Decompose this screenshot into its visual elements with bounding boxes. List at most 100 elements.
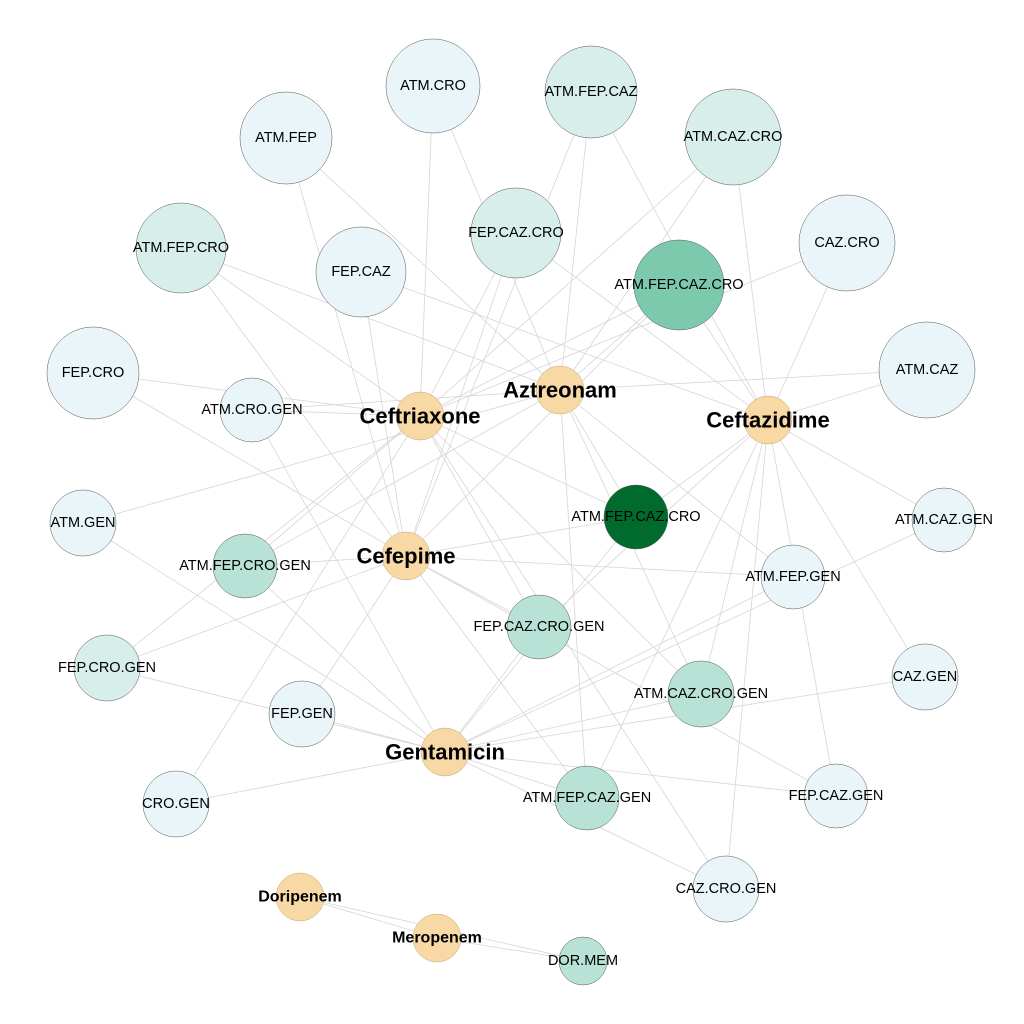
edge-atm-fep-caz-cro-b-cefepime: [405, 516, 637, 557]
node-circle-atm-fep: [239, 91, 333, 185]
node-atm-fep-cro-gen: ATM.FEP.CRO.GEN: [179, 533, 311, 599]
node-circle-atm-fep-cro: [135, 202, 227, 294]
node-circle-doripenem: [275, 872, 325, 922]
node-aztreonam: Aztreonam: [503, 365, 617, 415]
node-meropenem: Meropenem: [392, 913, 482, 963]
node-label-atm-cro: ATM.CRO: [400, 78, 466, 94]
edge-atm-fep-cro-aztreonam: [180, 247, 561, 391]
edge-atm-caz-cro-gen-ceftriaxone: [419, 415, 702, 695]
node-circle-caz-cro-gen: [692, 855, 760, 923]
node-circle-atm-caz-cro: [684, 88, 782, 186]
node-fep-caz-cro-gen: FEP.CAZ.CRO.GEN: [473, 594, 605, 660]
node-circle-atm-fep-cro-gen: [212, 533, 278, 599]
edge-atm-fep-cro-cefepime: [180, 247, 407, 557]
edge-atm-caz-gen-ceftazidime: [767, 419, 945, 521]
edge-fep-caz-cro-ceftazidime: [515, 232, 769, 421]
node-circle-cefepime: [381, 531, 431, 581]
node-fep-cro-gen: FEP.CRO.GEN: [58, 634, 156, 702]
node-circle-atm-fep-caz-gen: [554, 765, 620, 831]
node-circle-fep-caz-cro-gen: [506, 594, 572, 660]
node-label-atm-fep-caz-cro-a: ATM.FEP.CAZ.CRO: [614, 277, 743, 293]
node-label-meropenem: Meropenem: [392, 930, 482, 947]
edge-atm-fep-caz-cro-a-cefepime: [405, 284, 680, 557]
edge-atm-fep-caz-cefepime: [405, 91, 592, 557]
node-circle-dor-mem: [558, 936, 608, 986]
edge-atm-caz-aztreonam: [559, 369, 928, 391]
node-circle-fep-cro: [46, 326, 140, 420]
edge-atm-fep-caz-gen-cefepime: [405, 555, 588, 799]
node-label-atm-caz: ATM.CAZ: [896, 362, 959, 378]
node-circle-atm-fep-caz-cro-a: [633, 239, 725, 331]
node-ceftriaxone: Ceftriaxone: [359, 391, 481, 441]
node-label-fep-caz-cro: FEP.CAZ.CRO: [468, 225, 564, 241]
node-atm-fep-gen: ATM.FEP.GEN: [745, 544, 841, 610]
edge-atm-fep-cro-gen-aztreonam: [244, 389, 561, 567]
node-fep-caz: FEP.CAZ: [315, 226, 407, 318]
edge-cro-gen-gentamicin: [175, 751, 446, 805]
edge-atm-cro-ceftriaxone: [419, 85, 434, 417]
edge-dor-mem-meropenem: [436, 937, 584, 962]
node-label-ceftriaxone: Ceftriaxone: [359, 404, 480, 429]
node-caz-cro: CAZ.CRO: [798, 194, 896, 292]
node-label-dor-mem: DOR.MEM: [548, 953, 618, 969]
edge-atm-fep-caz-gen-aztreonam: [559, 389, 588, 799]
node-label-fep-gen: FEP.GEN: [271, 706, 333, 722]
node-atm-caz-cro-gen: ATM.CAZ.CRO.GEN: [634, 660, 768, 728]
node-label-atm-fep-gen: ATM.FEP.GEN: [745, 569, 840, 585]
node-label-fep-cro: FEP.CRO: [62, 365, 125, 381]
node-label-caz-cro-gen: CAZ.CRO.GEN: [676, 881, 777, 897]
edge-atm-fep-cro-gen-gentamicin: [244, 565, 446, 753]
node-label-fep-caz-cro-gen: FEP.CAZ.CRO.GEN: [473, 619, 604, 635]
node-label-atm-caz-gen: ATM.CAZ.GEN: [895, 512, 993, 528]
edge-caz-gen-ceftazidime: [767, 419, 926, 678]
edge-atm-gen-gentamicin: [82, 522, 446, 753]
node-circle-fep-caz-cro: [470, 187, 562, 279]
node-cro-gen: CRO.GEN: [142, 770, 210, 838]
node-atm-cro: ATM.CRO: [385, 38, 481, 134]
node-label-atm-fep-cro-gen: ATM.FEP.CRO.GEN: [179, 558, 311, 574]
node-circle-atm-gen: [49, 489, 117, 557]
node-label-atm-cro-gen: ATM.CRO.GEN: [201, 402, 302, 418]
node-ceftazidime: Ceftazidime: [706, 395, 830, 445]
node-circle-atm-caz-gen: [911, 487, 977, 553]
edge-atm-fep-cro-gen-ceftriaxone: [244, 415, 421, 567]
edge-atm-fep-gen-cefepime: [405, 555, 794, 578]
edge-atm-fep-caz-aztreonam: [559, 91, 592, 391]
node-atm-fep-caz: ATM.FEP.CAZ: [545, 45, 638, 139]
edge-atm-caz-cro-gen-ceftazidime: [700, 419, 769, 695]
node-circle-atm-cro: [385, 38, 481, 134]
node-label-atm-fep-caz-gen: ATM.FEP.CAZ.GEN: [523, 790, 651, 806]
edge-atm-fep-cro-ceftriaxone: [180, 247, 421, 417]
node-atm-caz-cro: ATM.CAZ.CRO: [684, 88, 783, 186]
node-label-doripenem: Doripenem: [258, 889, 342, 906]
node-label-caz-cro: CAZ.CRO: [814, 235, 879, 251]
node-atm-caz-gen: ATM.CAZ.GEN: [895, 487, 993, 553]
node-circle-fep-caz: [315, 226, 407, 318]
node-caz-cro-gen: CAZ.CRO.GEN: [676, 855, 777, 923]
edge-fep-caz-gen-cefepime: [405, 555, 837, 797]
node-label-atm-fep-caz: ATM.FEP.CAZ: [545, 84, 638, 100]
node-label-cro-gen: CRO.GEN: [142, 796, 210, 812]
edge-atm-fep-caz-cro-b-ceftriaxone: [419, 415, 637, 518]
edge-atm-caz-gen-gentamicin: [444, 519, 945, 753]
node-atm-caz: ATM.CAZ: [878, 321, 976, 419]
node-circle-caz-cro: [798, 194, 896, 292]
edge-atm-fep-gen-aztreonam: [559, 389, 794, 578]
edge-atm-fep-cefepime: [285, 137, 407, 557]
node-atm-fep-caz-cro-a: ATM.FEP.CAZ.CRO: [614, 239, 744, 331]
node-fep-caz-gen: FEP.CAZ.GEN: [789, 763, 884, 829]
node-atm-gen: ATM.GEN: [49, 489, 117, 557]
node-fep-cro: FEP.CRO: [46, 326, 140, 420]
node-label-caz-gen: CAZ.GEN: [893, 669, 957, 685]
node-circle-fep-caz-gen: [803, 763, 869, 829]
node-label-atm-caz-cro: ATM.CAZ.CRO: [684, 129, 783, 145]
node-doripenem: Doripenem: [258, 872, 342, 922]
node-label-fep-caz-gen: FEP.CAZ.GEN: [789, 788, 884, 804]
node-circle-caz-gen: [891, 643, 959, 711]
node-atm-cro-gen: ATM.CRO.GEN: [201, 377, 303, 443]
node-atm-fep-caz-cro-b: ATM.FEP.CAZ.CRO: [571, 484, 701, 550]
node-atm-fep-caz-gen: ATM.FEP.CAZ.GEN: [523, 765, 651, 831]
node-cefepime: Cefepime: [356, 531, 456, 581]
node-circle-gentamicin: [420, 727, 470, 777]
